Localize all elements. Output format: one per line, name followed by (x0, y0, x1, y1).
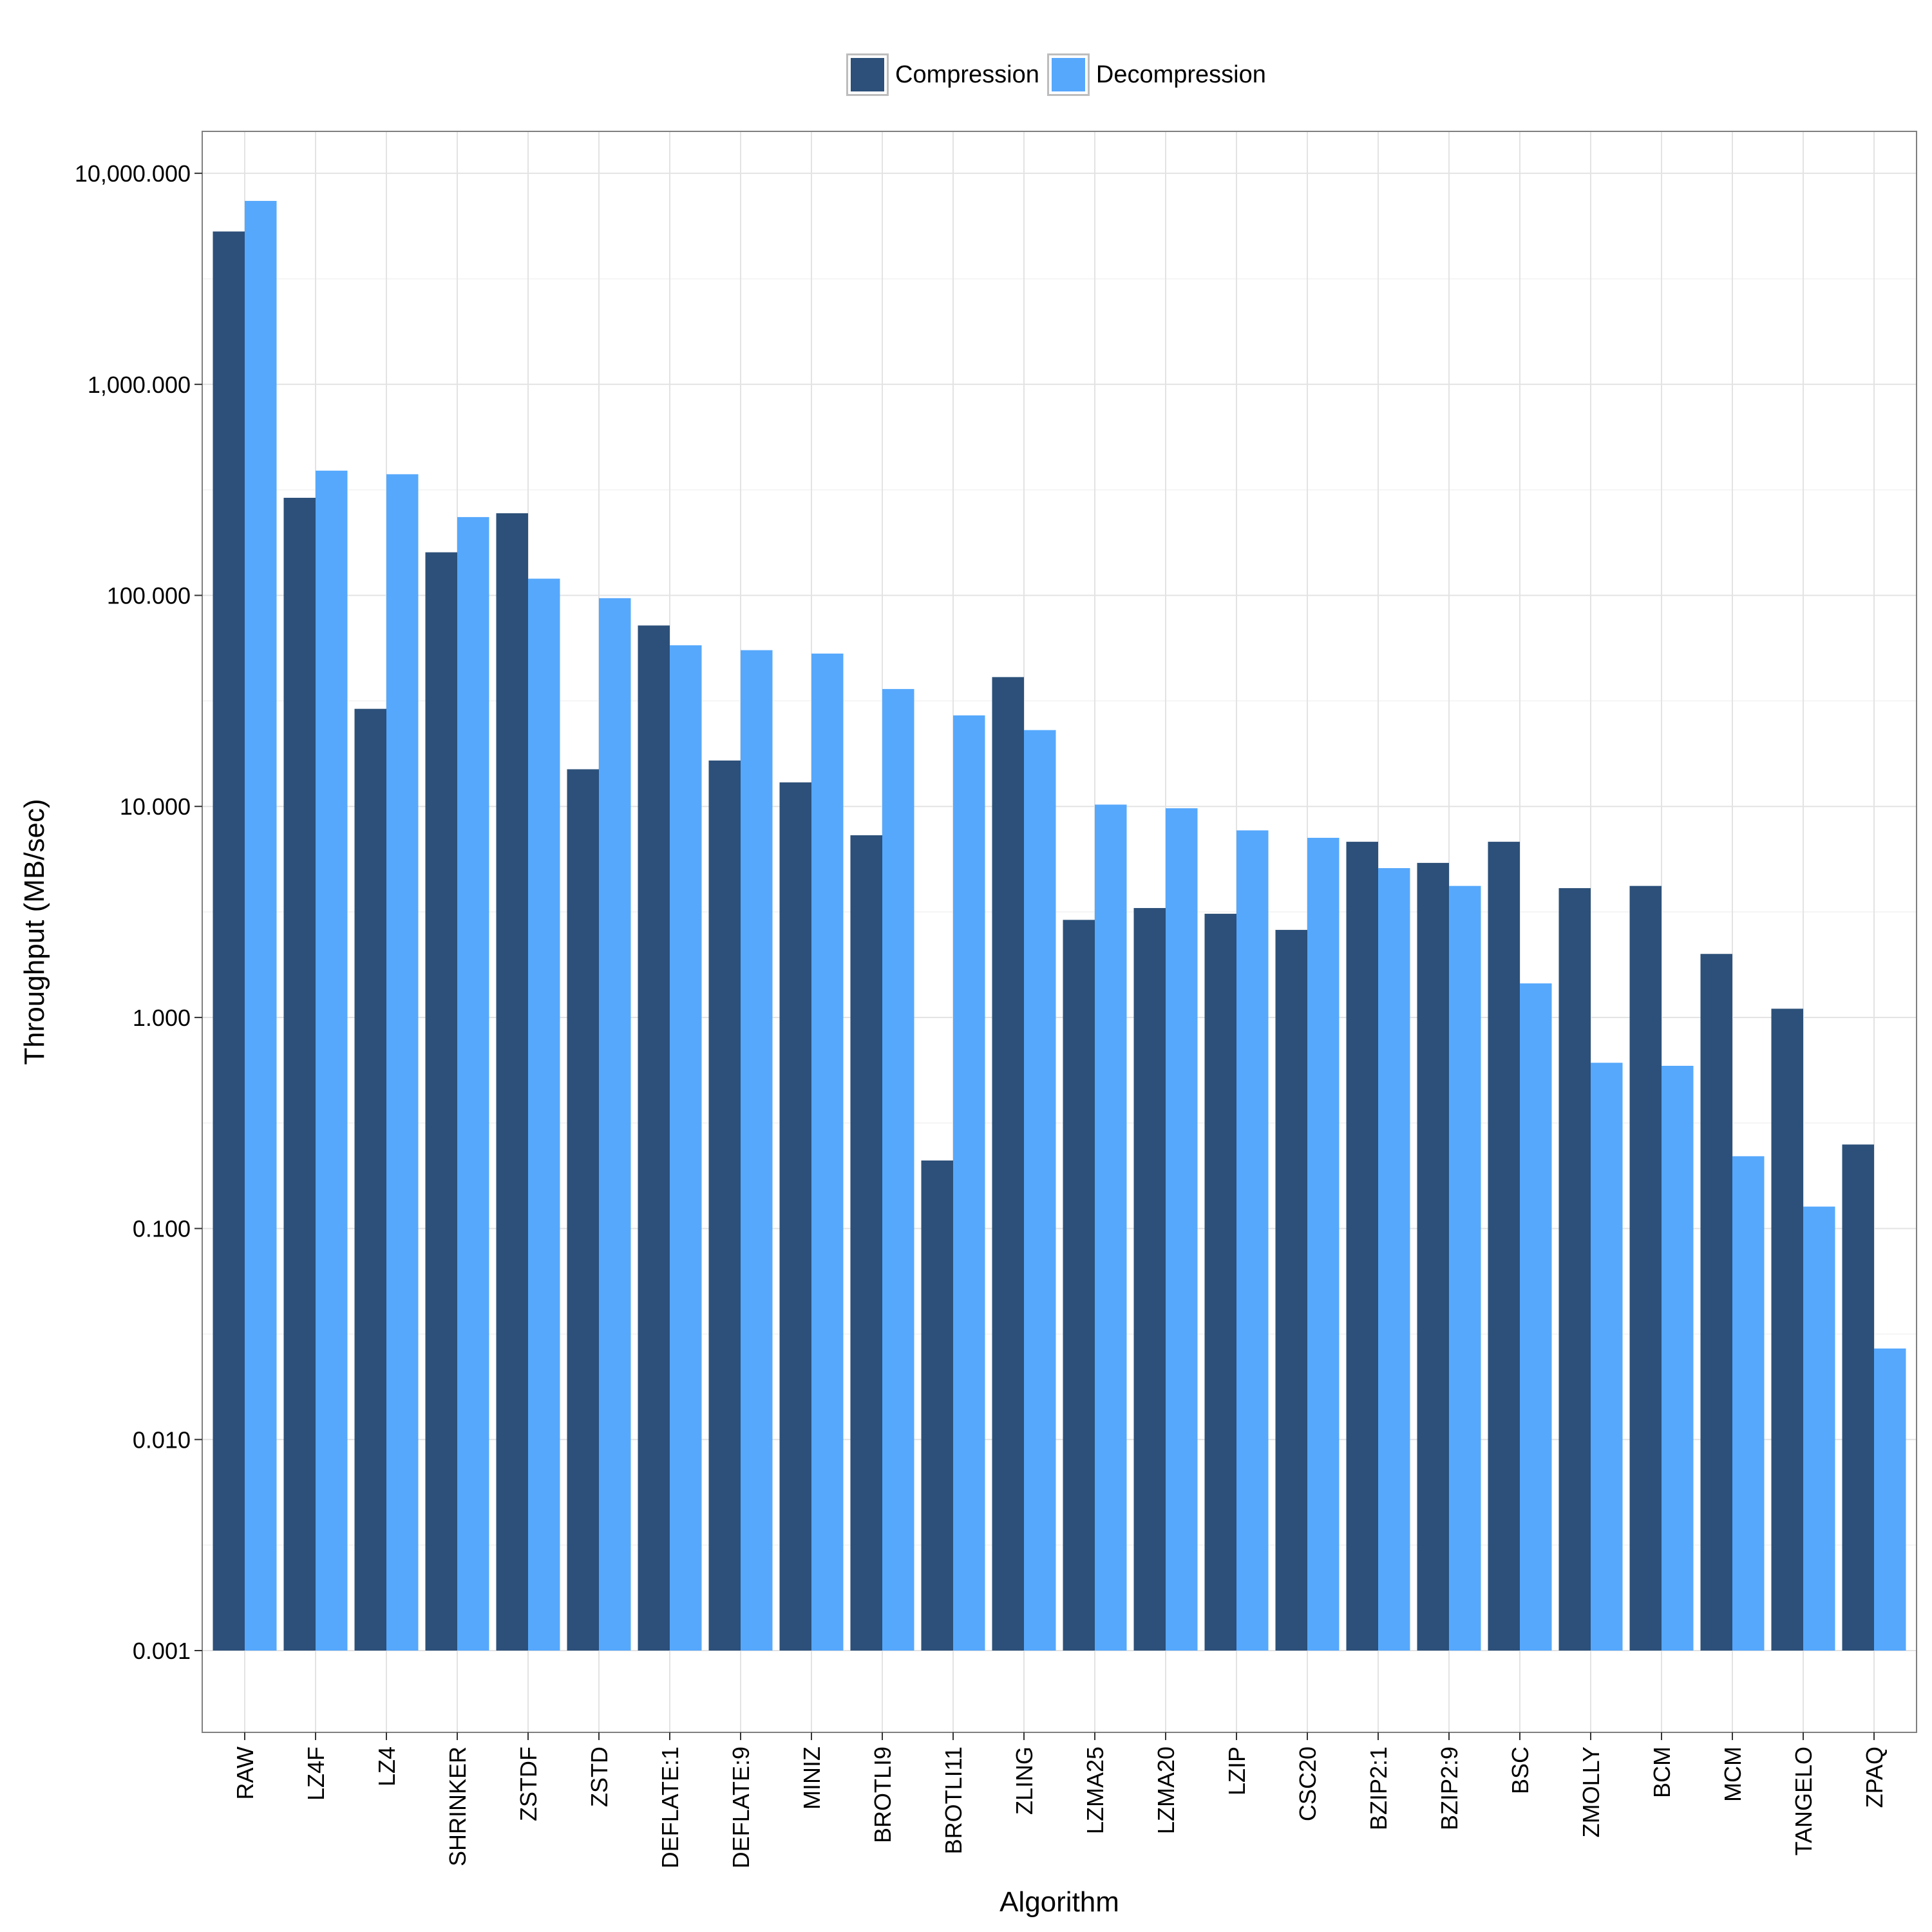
legend-item-decompression: Decompression (1046, 53, 1266, 96)
bar-decompression (1520, 983, 1552, 1651)
x-tick-label: CSC20 (1294, 1747, 1321, 1821)
x-tick-label: LZMA20 (1153, 1747, 1179, 1834)
bar-decompression (386, 474, 419, 1651)
bar-compression (1700, 954, 1732, 1651)
x-tick-label: BZIP2:1 (1365, 1747, 1392, 1830)
bar-compression (1417, 862, 1449, 1651)
bar-compression (921, 1160, 953, 1651)
bar-decompression (528, 578, 560, 1651)
y-tick-label: 0.001 (133, 1638, 191, 1664)
x-tick-label: LZMA25 (1082, 1747, 1108, 1834)
bar-decompression (1662, 1065, 1694, 1651)
bar-decompression (882, 688, 914, 1651)
bar-compression (1063, 920, 1095, 1651)
bar-decompression (1803, 1206, 1835, 1651)
x-tick-label: ZMOLLY (1578, 1747, 1604, 1837)
bar-decompression (1307, 837, 1340, 1651)
x-tick-label: BSC (1507, 1747, 1533, 1794)
legend: Compression Decompression (846, 50, 1274, 99)
y-tick-label: 1,000.000 (88, 372, 191, 398)
bar-compression (1488, 842, 1520, 1651)
bar-decompression (1236, 830, 1269, 1651)
bar-decompression (1732, 1156, 1765, 1651)
x-tick-label: DEFLATE:1 (657, 1747, 683, 1868)
x-tick-label: MINIZ (799, 1747, 825, 1810)
x-tick-label: BROTLI9 (869, 1747, 896, 1843)
bar-compression (1842, 1144, 1874, 1651)
legend-swatch-decompression (1046, 53, 1090, 96)
x-tick-label: BZIP2:9 (1436, 1747, 1463, 1830)
bar-decompression (741, 650, 773, 1651)
x-tick-label: SHRINKER (444, 1747, 471, 1866)
bar-compression (354, 708, 386, 1651)
bar-decompression (953, 715, 985, 1651)
x-tick-label: LZIP (1224, 1747, 1250, 1795)
bar-decompression (1874, 1348, 1906, 1651)
bar-compression (992, 677, 1024, 1651)
y-axis: 0.001 0.010 0.100 1.000 10.000 100.000 1,000.0… (75, 160, 202, 1664)
legend-label-compression: Compression (895, 61, 1039, 88)
x-axis-title: Algorithm (999, 1886, 1119, 1918)
bar-compression (425, 552, 457, 1651)
bar-compression (1629, 886, 1662, 1651)
bar-decompression (1024, 730, 1056, 1651)
bar-compression (213, 231, 245, 1651)
y-tick-label: 10,000.000 (75, 160, 191, 187)
bar-compression (1771, 1009, 1803, 1651)
bar-decompression (245, 200, 277, 1651)
bar-decompression (1449, 886, 1481, 1651)
x-tick-label: DEFLATE:9 (728, 1747, 754, 1868)
bar-decompression (457, 516, 489, 1651)
bars (213, 200, 1906, 1651)
x-tick-label: BCM (1649, 1747, 1675, 1798)
x-tick-label: ZSTD (586, 1747, 612, 1807)
y-tick-label: 100.000 (107, 583, 191, 609)
bar-compression (1133, 907, 1166, 1651)
plot-panel-border (202, 131, 1917, 1733)
y-tick-label: 0.010 (133, 1426, 191, 1453)
bar-decompression (1095, 804, 1127, 1651)
bar-decompression (811, 653, 844, 1651)
x-tick-label: TANGELO (1790, 1747, 1817, 1855)
bar-compression (1204, 913, 1236, 1651)
legend-item-compression: Compression (846, 53, 1039, 96)
y-axis-title: Throughput (MB/sec) (19, 799, 50, 1065)
bar-compression (1275, 929, 1307, 1651)
bar-compression (708, 760, 741, 1651)
bar-compression (638, 625, 670, 1651)
bar-compression (1346, 842, 1378, 1651)
x-tick-label: MCM (1719, 1747, 1746, 1802)
bar-compression (496, 513, 528, 1651)
x-tick-label: ZSTDF (515, 1747, 542, 1821)
bar-decompression (1378, 868, 1410, 1651)
x-tick-label: RAW (232, 1747, 258, 1800)
bar-decompression (1591, 1063, 1623, 1651)
x-tick-label: LZ4 (374, 1747, 400, 1786)
y-tick-label: 1.000 (133, 1005, 191, 1031)
y-tick-label: 0.100 (133, 1216, 191, 1242)
bar-compression (850, 835, 882, 1651)
bar-decompression (1166, 808, 1198, 1651)
x-tick-label: ZPAQ (1861, 1747, 1888, 1808)
bar-decompression (316, 470, 348, 1651)
x-axis: RAW LZ4F LZ4 SHRINKER ZSTDF ZSTD DEFLATE:1 DEFL… (232, 1732, 1888, 1868)
bar-compression (283, 497, 316, 1651)
bar-compression (779, 782, 811, 1651)
legend-swatch-compression (846, 53, 889, 96)
bar-decompression (599, 598, 631, 1651)
y-tick-label: 10.000 (120, 793, 191, 820)
bar-decompression (670, 645, 702, 1651)
bar-compression (1558, 888, 1591, 1651)
x-tick-label: BROTLI11 (940, 1747, 967, 1854)
x-tick-label: ZLING (1011, 1747, 1037, 1815)
bar-compression (567, 769, 599, 1651)
x-tick-label: LZ4F (303, 1747, 329, 1801)
legend-label-decompression: Decompression (1095, 61, 1266, 88)
